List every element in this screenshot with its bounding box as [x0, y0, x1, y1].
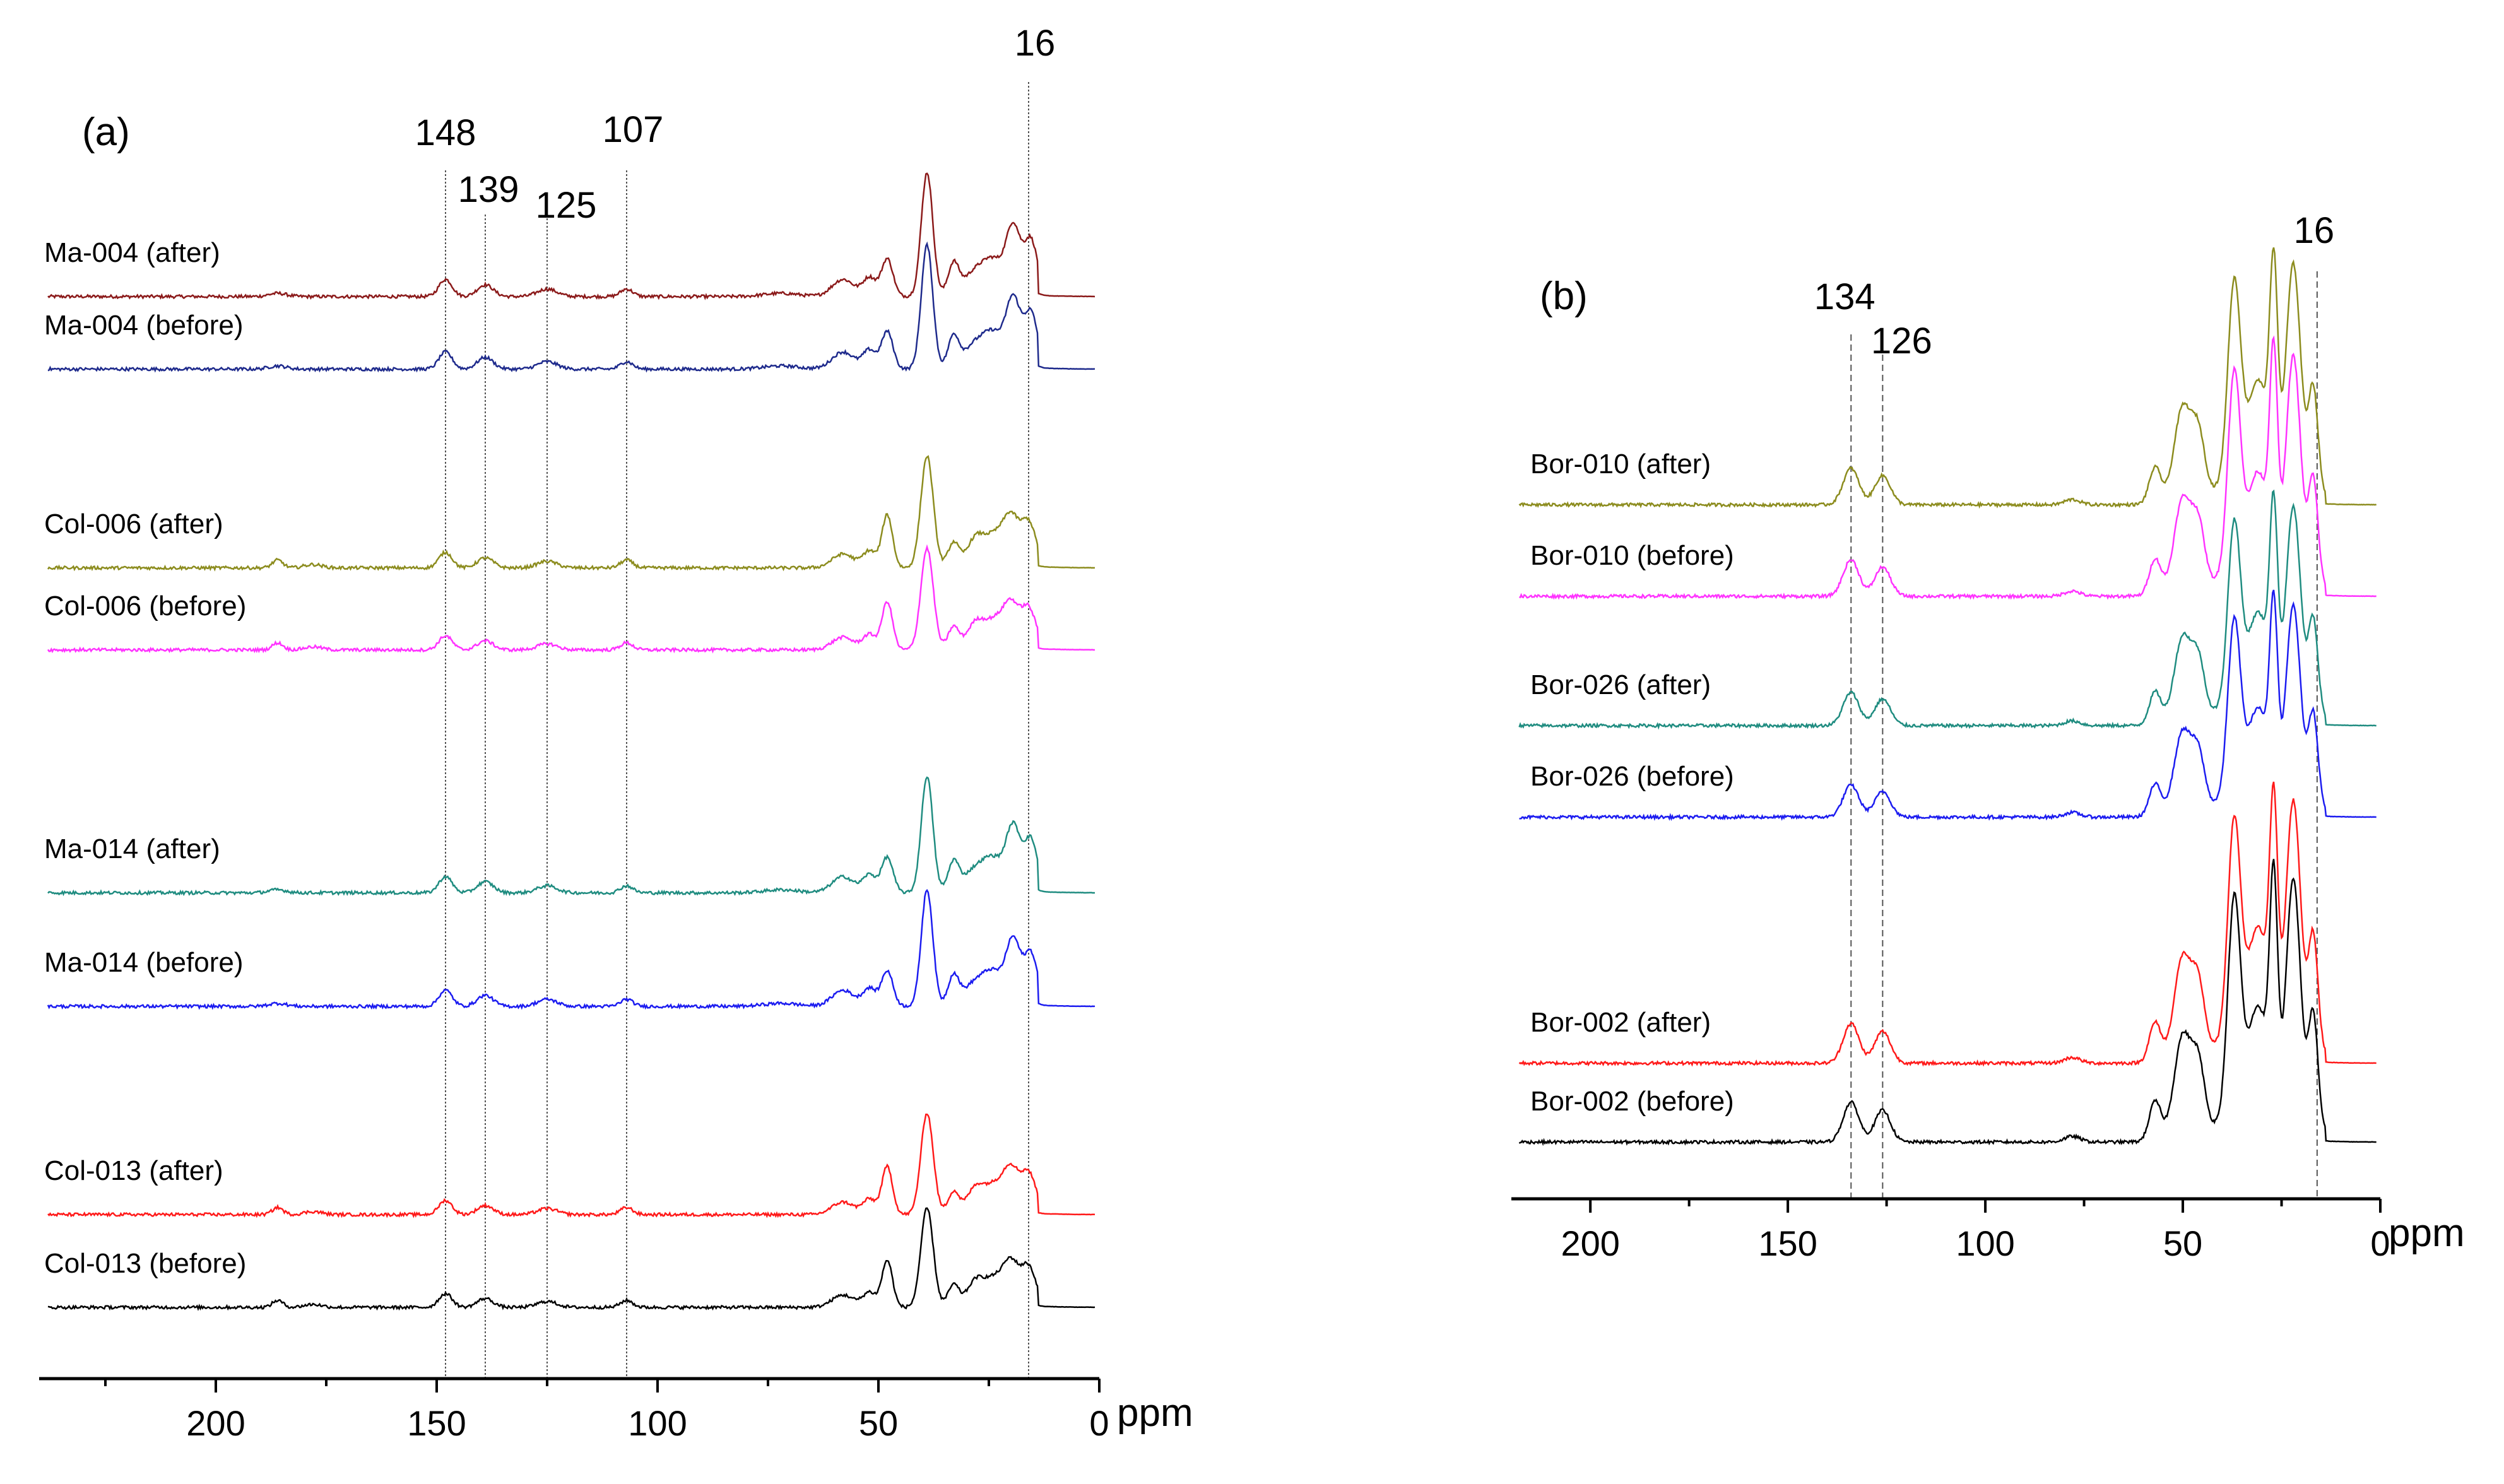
series-label-bor-026-before: Bor-026 (before) [1530, 761, 1734, 792]
ref-label-a-148: 148 [415, 112, 476, 153]
x-tick-label-a-0: 0 [1089, 1403, 1109, 1443]
trace-col-006-before [47, 544, 1096, 654]
series-label-ma-014-after: Ma-014 (after) [44, 833, 220, 864]
trace-bor-002-before [1518, 859, 2377, 1146]
ref-label-a-107: 107 [603, 109, 664, 150]
x-tick-label-b-200: 200 [1561, 1223, 1619, 1263]
trace-bor-002-after [1518, 781, 2377, 1067]
trace-bor-010-after [1518, 247, 2377, 509]
series-label-col-006-after: Col-006 (after) [44, 509, 223, 539]
series-label-col-013-after: Col-013 (after) [44, 1155, 223, 1186]
series-label-col-006-before: Col-006 (before) [44, 591, 246, 621]
trace-col-013-before [47, 1207, 1096, 1311]
trace-bor-010-before [1519, 335, 2377, 600]
series-label-bor-026-after: Bor-026 (after) [1530, 669, 1711, 700]
trace-ma-014-after [47, 776, 1096, 897]
ref-label-b-134: 134 [1814, 276, 1875, 317]
trace-ma-004-after [47, 172, 1096, 300]
trace-ma-014-before [47, 888, 1096, 1010]
x-axis-label-a: ppm [1117, 1391, 1193, 1435]
ref-label-b-126: 126 [1871, 321, 1932, 362]
x-tick-label-a-150: 150 [407, 1403, 466, 1443]
panel-label-b: (b) [1540, 274, 1588, 318]
series-label-col-013-before: Col-013 (before) [44, 1248, 246, 1279]
series-label-bor-010-before: Bor-010 (before) [1530, 540, 1734, 571]
series-label-bor-002-after: Bor-002 (after) [1530, 1007, 1711, 1038]
trace-bor-026-after [1518, 489, 2377, 730]
trace-col-013-after [47, 1113, 1096, 1218]
ref-label-b-16: 16 [2294, 210, 2335, 251]
series-label-bor-010-after: Bor-010 (after) [1530, 449, 1711, 480]
panel-label-a: (a) [82, 110, 130, 154]
trace-col-006-after [47, 455, 1096, 572]
series-label-ma-004-before: Ma-004 (before) [44, 310, 243, 341]
ref-label-a-139: 139 [458, 169, 519, 210]
x-tick-label-a-100: 100 [628, 1403, 687, 1443]
x-tick-label-a-200: 200 [186, 1403, 245, 1443]
series-label-ma-014-before: Ma-014 (before) [44, 947, 243, 978]
trace-ma-004-before [47, 241, 1096, 373]
x-tick-label-b-0: 0 [2370, 1223, 2390, 1263]
ref-label-a-125: 125 [536, 185, 597, 226]
x-tick-label-b-150: 150 [1758, 1223, 1817, 1263]
x-tick-label-a-50: 50 [859, 1403, 898, 1443]
x-tick-label-b-100: 100 [1956, 1223, 2014, 1263]
x-axis-label-b: ppm [2389, 1211, 2465, 1255]
ref-label-a-16: 16 [1015, 23, 1056, 64]
x-tick-label-b-50: 50 [2163, 1223, 2202, 1263]
trace-bor-026-before [1519, 589, 2377, 822]
series-label-ma-004-after: Ma-004 (after) [44, 237, 220, 268]
series-label-bor-002-before: Bor-002 (before) [1530, 1086, 1734, 1117]
